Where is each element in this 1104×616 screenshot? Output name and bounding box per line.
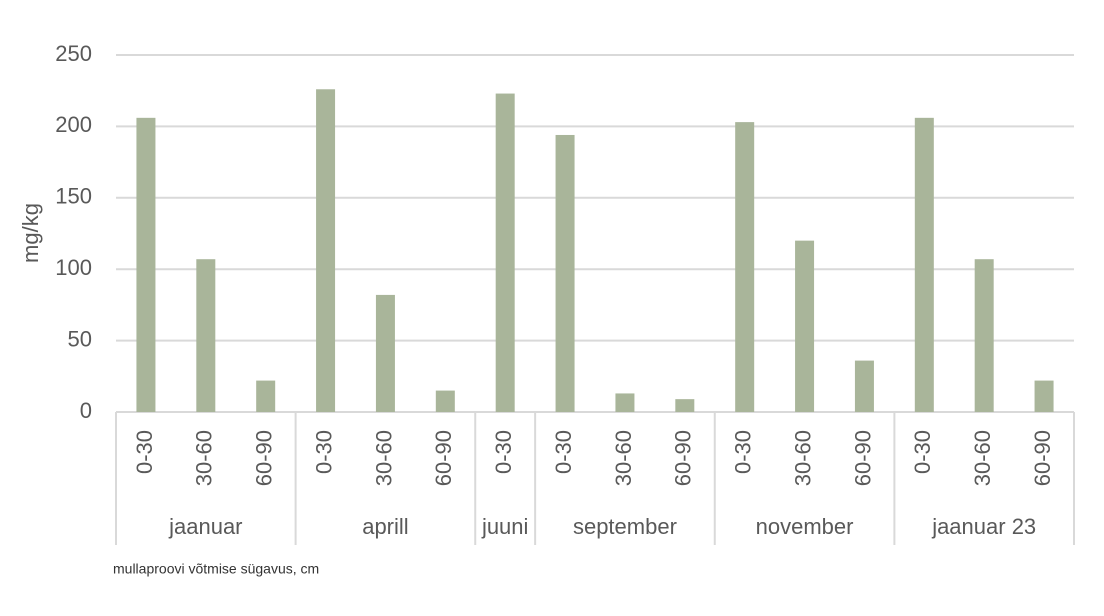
x-tick-label: 0-30	[910, 430, 935, 474]
bar	[435, 390, 455, 412]
x-tick-label: 60-90	[1030, 430, 1055, 486]
bar	[854, 360, 874, 412]
x-tick-label: 60-90	[850, 430, 875, 486]
bar	[555, 134, 575, 412]
x-tick-label: 0-30	[491, 430, 516, 474]
bar	[316, 89, 336, 412]
x-tick-label: 30-60	[970, 430, 995, 486]
bar	[495, 93, 515, 412]
group-label: jaanuar 23	[931, 514, 1036, 539]
group-label: jaanuar	[168, 514, 242, 539]
x-tick-label: 0-30	[311, 430, 336, 474]
x-tick-label: 30-60	[611, 430, 636, 486]
bar	[914, 117, 934, 412]
y-tick-label: 250	[55, 41, 92, 66]
bar	[795, 240, 815, 412]
bar	[675, 399, 695, 412]
y-tick-label: 0	[80, 398, 92, 423]
x-tick-label: 60-90	[671, 430, 696, 486]
x-tick-label: 0-30	[731, 430, 756, 474]
y-tick-label: 50	[68, 326, 92, 351]
x-tick-label: 30-60	[192, 430, 217, 486]
x-tick-label: 60-90	[431, 430, 456, 486]
y-tick-label: 200	[55, 112, 92, 137]
bar	[974, 259, 994, 412]
group-label: september	[573, 514, 677, 539]
group-label: november	[756, 514, 854, 539]
bar	[256, 380, 276, 412]
x-tick-label: 60-90	[252, 430, 277, 486]
x-tick-label: 0-30	[132, 430, 157, 474]
x-tick-label: 30-60	[371, 430, 396, 486]
y-axis-title: mg/kg	[18, 203, 43, 263]
bar	[615, 393, 635, 412]
x-axis-title: mullaproovi võtmise sügavus, cm	[113, 561, 319, 577]
x-tick-label: 30-60	[790, 430, 815, 486]
bar	[136, 117, 156, 412]
group-label: aprill	[362, 514, 408, 539]
x-tick-label: 0-30	[551, 430, 576, 474]
bar	[735, 122, 755, 412]
y-tick-label: 150	[55, 184, 92, 209]
bar	[1034, 380, 1054, 412]
group-label: juuni	[481, 514, 528, 539]
y-tick-label: 100	[55, 255, 92, 280]
bar	[196, 259, 216, 412]
bar	[375, 294, 395, 412]
